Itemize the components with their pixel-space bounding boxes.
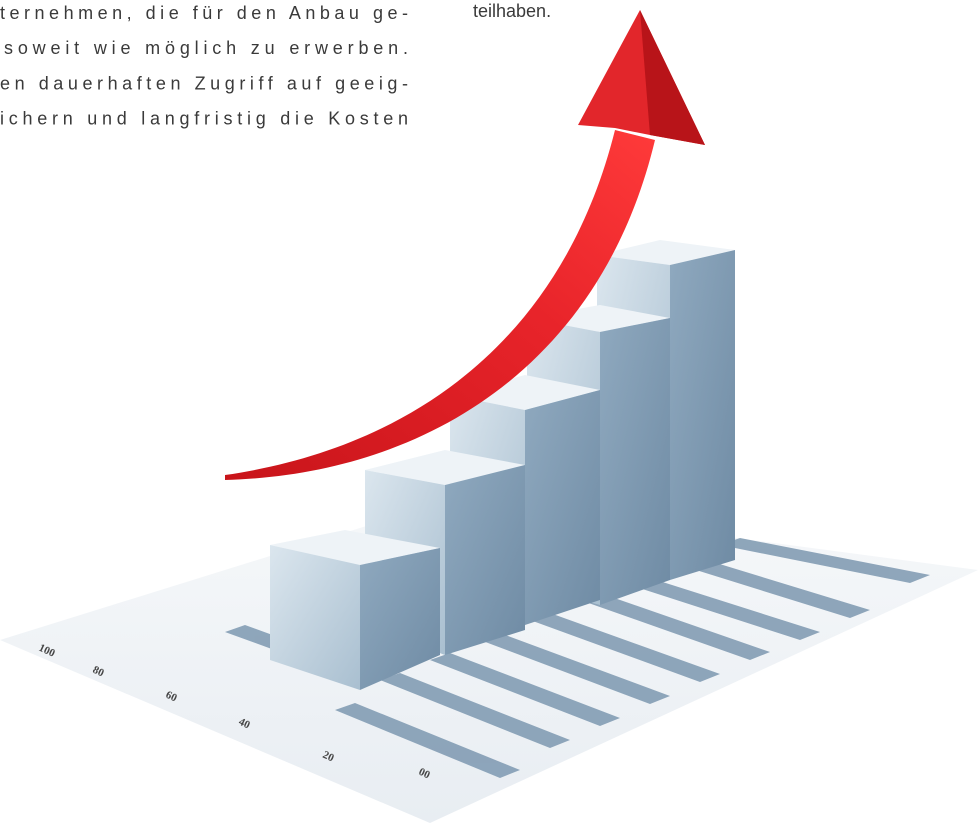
paragraph-line: en dauerhaften Zugriff auf geeig-: [0, 73, 408, 93]
axis-label: 80: [91, 664, 106, 680]
stripe: [580, 593, 770, 660]
paragraph-line: ternehmen, die für den Anbau ge-: [0, 3, 408, 23]
bar-top: [270, 530, 440, 565]
bar-front: [270, 545, 360, 690]
paragraph-line: ichern und langfristig die Kosten: [0, 109, 408, 129]
arrow: [225, 10, 705, 480]
stripe: [480, 633, 670, 704]
bars: [270, 240, 735, 690]
stripe: [430, 653, 620, 726]
bar-top: [365, 450, 525, 485]
bar: [270, 530, 440, 690]
bar-top: [450, 375, 600, 410]
bar-side: [670, 250, 735, 580]
stripe: [530, 613, 720, 682]
axis-label: 00: [417, 766, 432, 782]
bar-side: [525, 390, 600, 625]
stripe: [680, 558, 870, 618]
stripe: [720, 538, 930, 583]
stripe: [335, 703, 520, 778]
arrow-body: [225, 130, 655, 480]
paragraph-line: soweit wie möglich zu erwerben.: [4, 38, 408, 58]
axis-label: 20: [321, 749, 336, 765]
bar-top: [597, 240, 735, 265]
stripe: [380, 673, 570, 748]
bar-side: [600, 318, 670, 605]
text-left: ternehmen, die für den Anbau ge-soweit w…: [0, 3, 408, 129]
arrow-head-shade: [640, 10, 705, 145]
bar-side: [445, 465, 525, 655]
paragraph-line: teilhaben.: [473, 1, 551, 21]
stripe: [630, 578, 820, 640]
bar-side: [360, 548, 440, 690]
axis-label: 40: [237, 716, 252, 732]
axis-label: 60: [164, 689, 179, 705]
